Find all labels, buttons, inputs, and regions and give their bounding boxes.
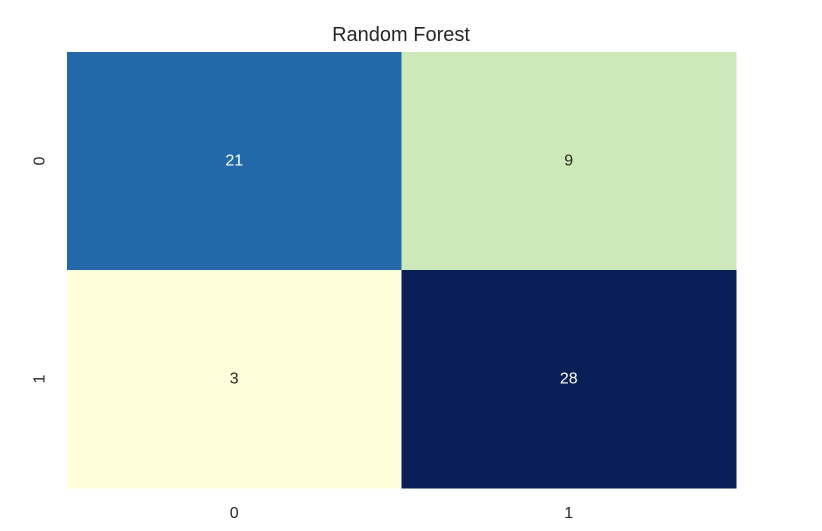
heatmap-cell-1-0 <box>67 270 402 489</box>
cell-value-1-1: 28 <box>560 371 578 388</box>
cell-value-0-0: 21 <box>225 153 243 170</box>
y-tick-labels: 01 <box>32 156 49 383</box>
heatmap-cells <box>67 52 737 489</box>
chart-title: Random Forest <box>332 24 470 46</box>
y-tick-label-1: 1 <box>32 374 49 383</box>
x-tick-label-0: 0 <box>230 505 239 522</box>
y-tick-label-0: 0 <box>32 156 49 165</box>
heatmap-cell-0-1 <box>401 52 737 271</box>
heatmap-cell-1-1 <box>401 270 737 489</box>
x-tick-label-1: 1 <box>564 505 573 522</box>
cell-value-0-1: 9 <box>564 153 573 170</box>
cell-annotations: 21 9 3 28 <box>225 153 577 388</box>
heatmap-cell-0-0 <box>67 52 402 271</box>
cell-value-1-0: 3 <box>230 371 239 388</box>
